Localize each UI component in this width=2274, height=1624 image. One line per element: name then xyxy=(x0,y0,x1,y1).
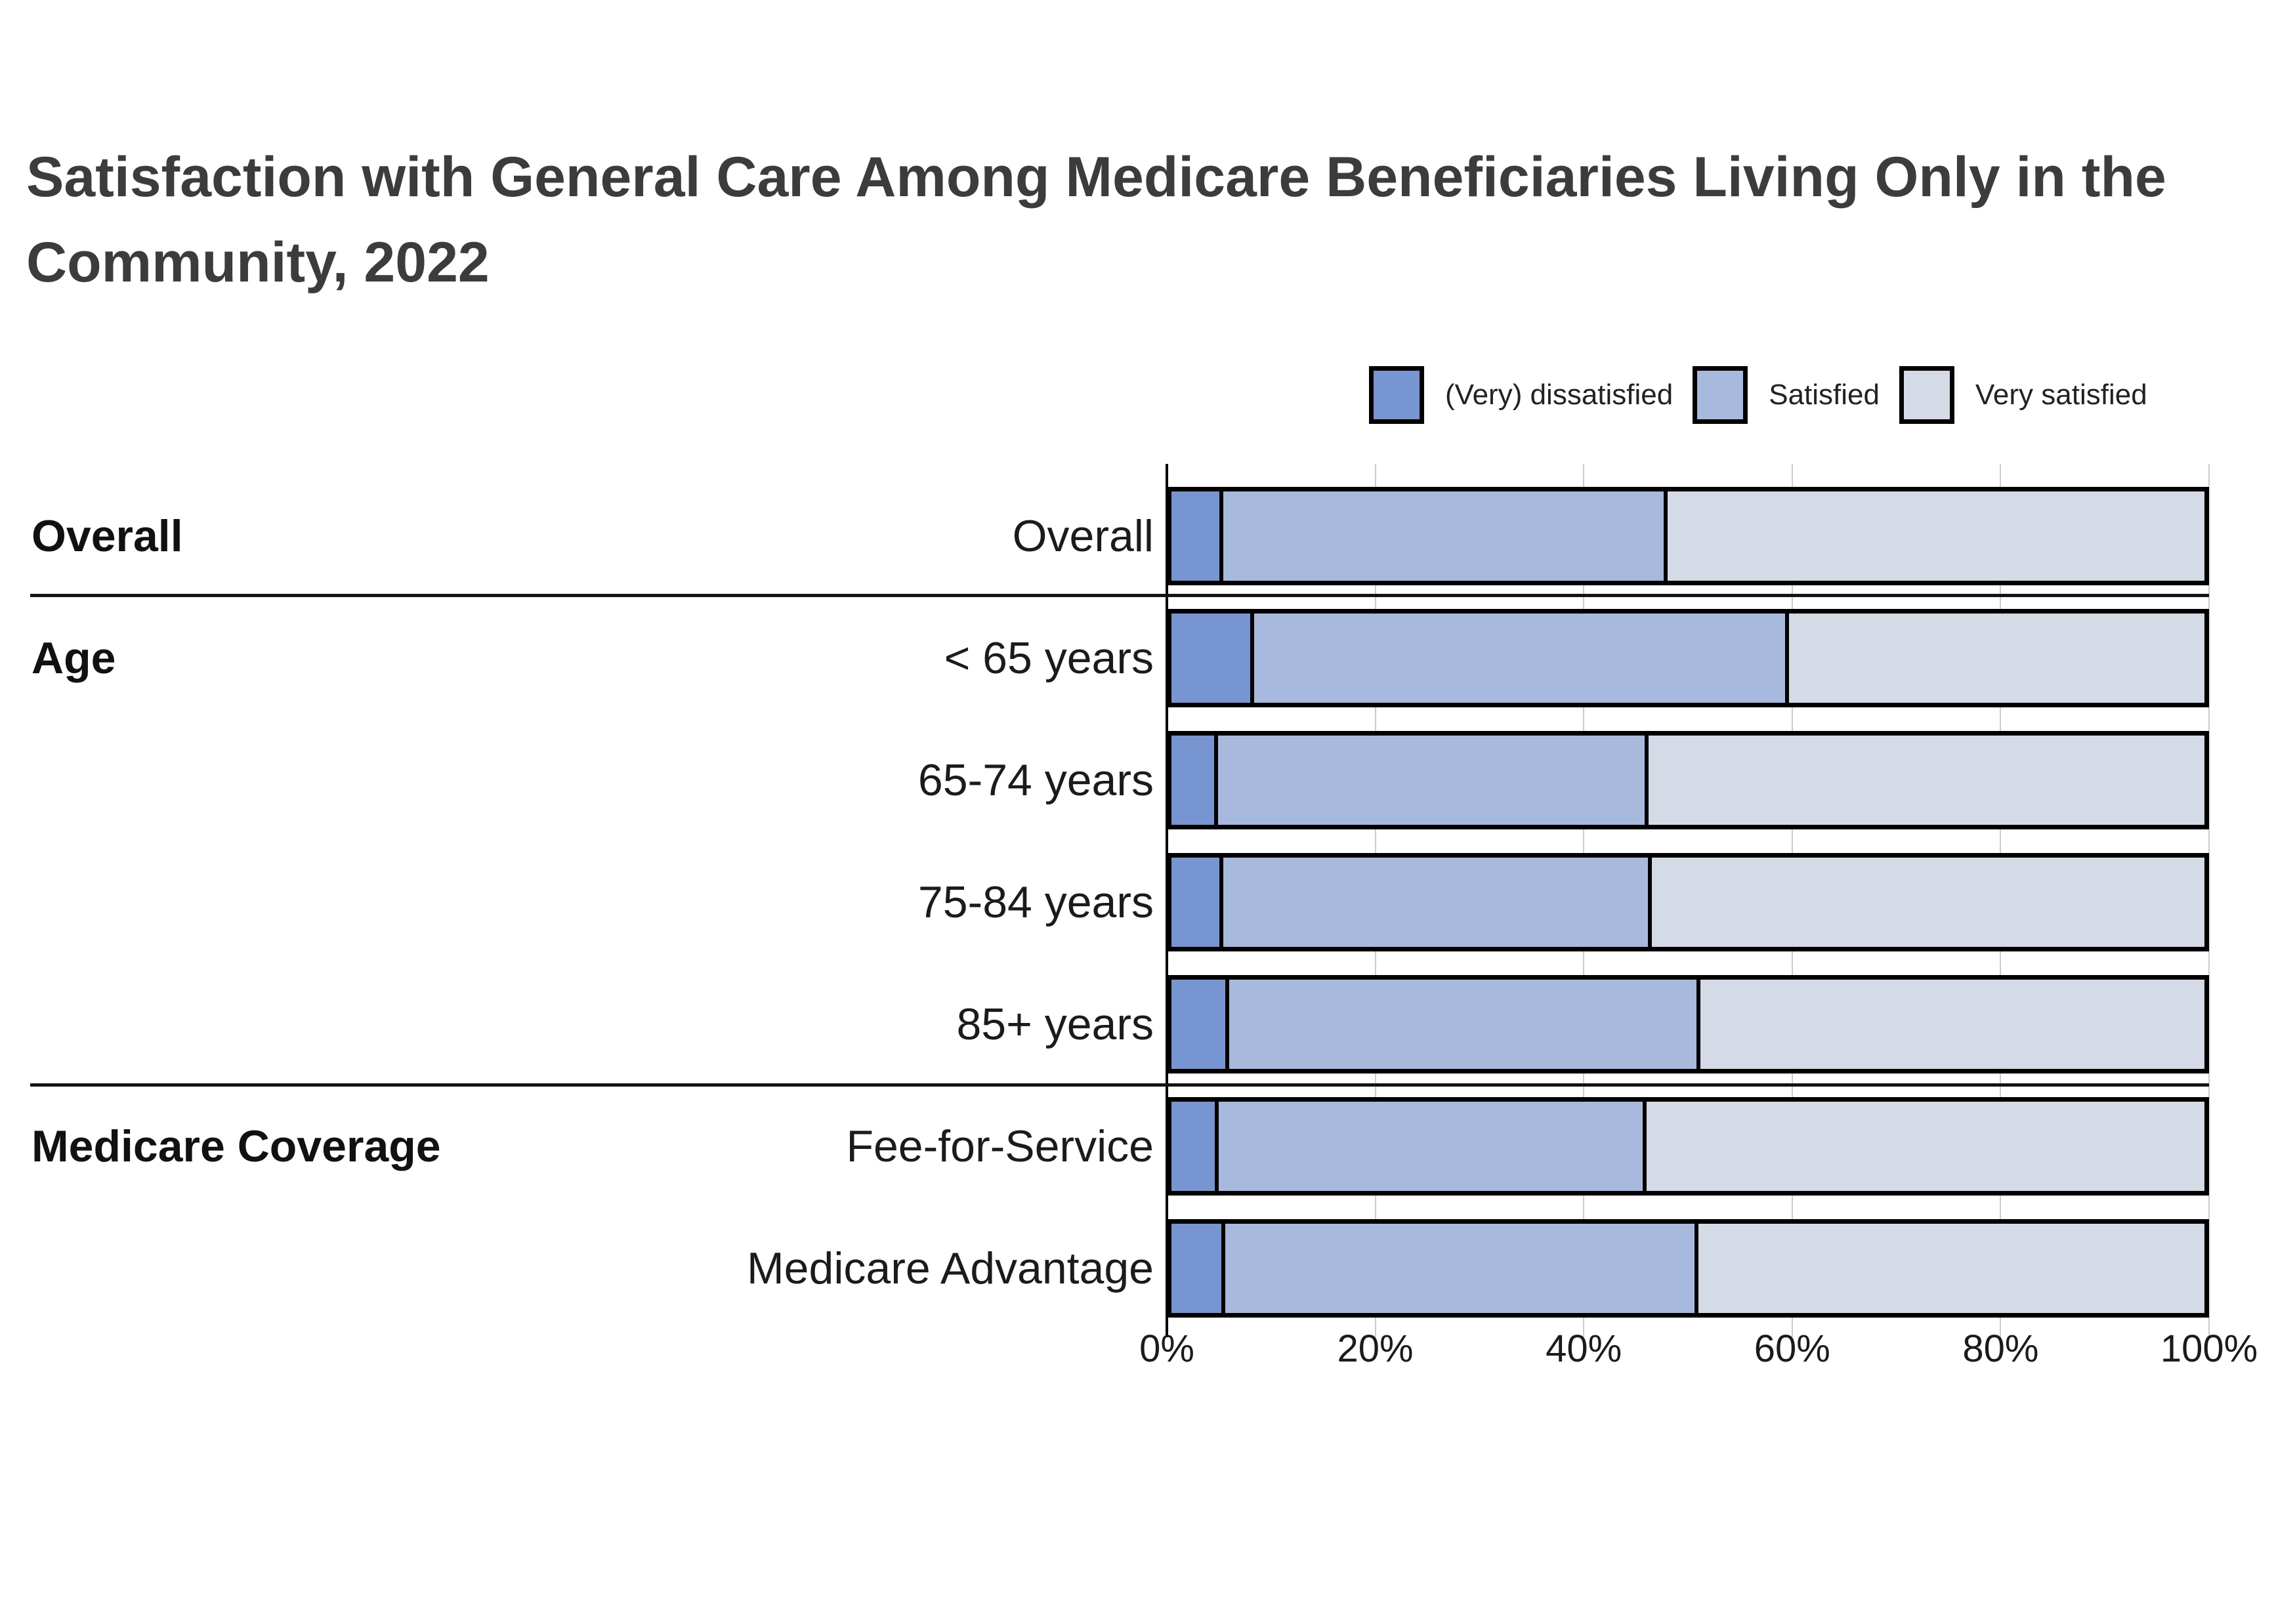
segment-very-satisfied xyxy=(1789,614,2204,703)
segment-satisfied xyxy=(1229,980,1700,1069)
legend-item-satisfied: Satisfied xyxy=(1693,366,1880,424)
legend: (Very) dissatisfied Satisfied Very satisfi… xyxy=(1369,366,2147,424)
row-label-85-years: 85+ years xyxy=(956,999,1154,1049)
segment-very-dissatisfied xyxy=(1171,491,1223,581)
segment-satisfied xyxy=(1219,1102,1647,1191)
row-label-overall: Overall xyxy=(1012,511,1154,561)
segment-satisfied xyxy=(1223,858,1652,947)
x-tick-label-100: 100% xyxy=(2160,1327,2258,1370)
segment-very-satisfied xyxy=(1652,858,2204,947)
legend-label: Very satisfied xyxy=(1975,379,2147,411)
x-tick-label-80: 80% xyxy=(1962,1327,2039,1370)
x-tick-label-20: 20% xyxy=(1337,1327,1414,1370)
bar-85-years xyxy=(1167,975,2209,1073)
group-separator xyxy=(30,594,2209,597)
row-label-medicare-advantage: Medicare Advantage xyxy=(747,1243,1154,1293)
group-label-medicare-coverage: Medicare Coverage xyxy=(32,1121,441,1171)
row-label-65-years: < 65 years xyxy=(944,633,1154,683)
segment-satisfied xyxy=(1223,491,1668,581)
legend-item-very-satisfied: Very satisfied xyxy=(1899,366,2147,424)
bar-medicare-advantage xyxy=(1167,1219,2209,1318)
segment-very-dissatisfied xyxy=(1171,858,1223,947)
chart-title: Satisfaction with General Care Among Med… xyxy=(26,146,2166,294)
row-label-75-84-years: 75-84 years xyxy=(917,877,1154,927)
legend-swatch-satisfied xyxy=(1693,366,1748,424)
segment-very-dissatisfied xyxy=(1171,736,1218,825)
group-separator xyxy=(30,1083,2209,1087)
segment-very-satisfied xyxy=(1698,1224,2204,1313)
gridline-100 xyxy=(2208,464,2210,1337)
segment-very-satisfied xyxy=(1647,1102,2204,1191)
x-tick-label-0: 0% xyxy=(1139,1327,1194,1370)
x-tick-label-60: 60% xyxy=(1754,1327,1830,1370)
bar-overall xyxy=(1167,487,2209,585)
segment-very-satisfied xyxy=(1700,980,2204,1069)
segment-very-dissatisfied xyxy=(1171,1102,1219,1191)
group-label-age: Age xyxy=(32,633,116,683)
legend-swatch-very-satisfied xyxy=(1899,366,1954,424)
segment-very-dissatisfied xyxy=(1171,1224,1225,1313)
row-label-65-74-years: 65-74 years xyxy=(917,755,1154,805)
bar-75-84-years xyxy=(1167,853,2209,951)
segment-very-dissatisfied xyxy=(1171,614,1254,703)
x-tick-label-40: 40% xyxy=(1546,1327,1622,1370)
y-axis-line xyxy=(1166,464,1168,1337)
group-label-overall: Overall xyxy=(32,511,183,561)
legend-label: (Very) dissatisfied xyxy=(1445,379,1674,411)
segment-very-dissatisfied xyxy=(1171,980,1230,1069)
segment-very-satisfied xyxy=(1668,491,2205,581)
segment-satisfied xyxy=(1225,1224,1698,1313)
legend-label: Satisfied xyxy=(1769,379,1880,411)
segment-satisfied xyxy=(1217,736,1649,825)
segment-very-satisfied xyxy=(1649,736,2204,825)
legend-item-very-dissatisfied: (Very) dissatisfied xyxy=(1369,366,1673,424)
legend-swatch-very-dissatisfied xyxy=(1369,366,1424,424)
segment-satisfied xyxy=(1253,614,1790,703)
row-label-fee-for-service: Fee-for-Service xyxy=(846,1121,1154,1171)
bar-fee-for-service xyxy=(1167,1097,2209,1196)
bar-65-years xyxy=(1167,609,2209,707)
bar-65-74-years xyxy=(1167,731,2209,829)
